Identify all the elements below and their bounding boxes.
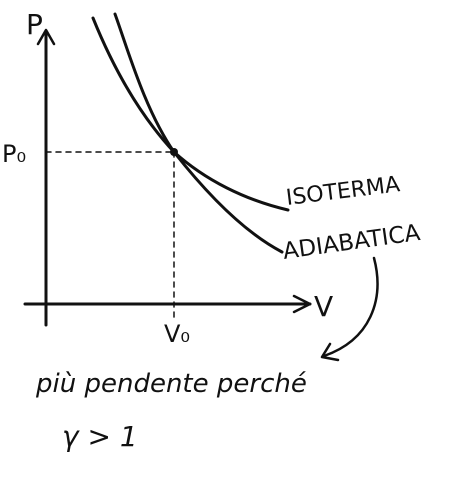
v0-label: V₀ (164, 320, 190, 348)
isotherm-label: ISOTERMA (285, 172, 402, 211)
adiabatic-label: ADIABATICA (281, 220, 422, 265)
note-arrow-head (320, 342, 340, 362)
v-axis-label: V (314, 290, 333, 323)
note-line-1: più pendente perché (35, 369, 307, 399)
note-arrow (322, 256, 379, 358)
note-line-2: γ > 1 (62, 420, 138, 453)
isotherm-curve (91, 16, 290, 212)
p-axis-arrowhead (36, 28, 56, 46)
p-axis-label: P (26, 8, 43, 41)
v-axis-arrowhead (292, 294, 312, 314)
adiabatic-curve (113, 12, 284, 254)
p0-label: P₀ (2, 140, 26, 168)
intersection-point (170, 148, 178, 156)
